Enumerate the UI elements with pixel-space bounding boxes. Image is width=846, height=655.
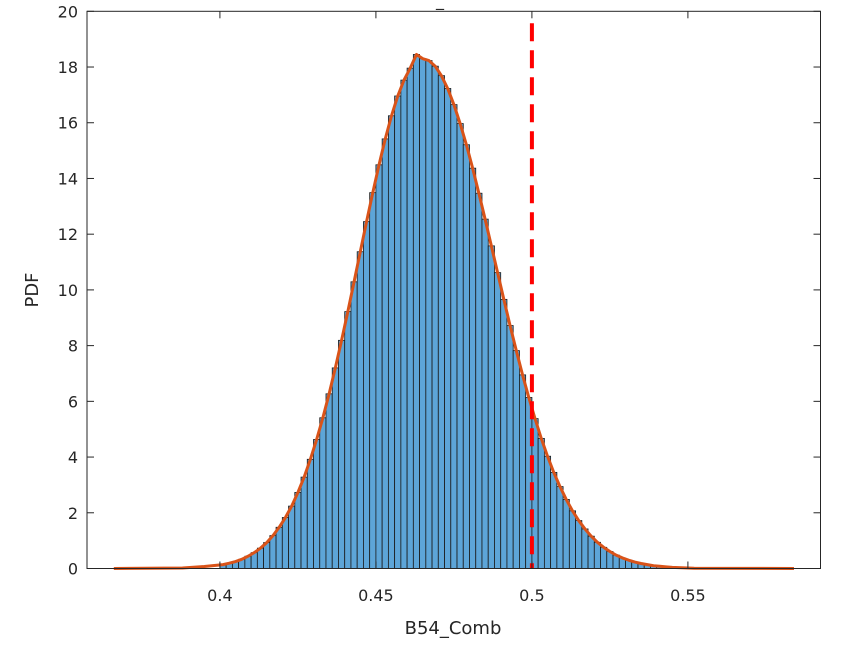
y-tick-label: 6: [68, 392, 78, 411]
histogram-bar: [556, 486, 564, 569]
histogram-bar: [369, 192, 377, 569]
histogram-bar: [300, 476, 308, 569]
histogram-bar: [575, 520, 583, 569]
histogram-bar: [481, 218, 489, 569]
histogram-bar: [462, 144, 470, 569]
x-tick-label: 0.4: [207, 586, 232, 605]
histogram-bar: [275, 526, 283, 569]
histogram-bar: [338, 339, 346, 569]
histogram-bar: [444, 88, 452, 569]
histogram-bar: [487, 245, 495, 569]
y-tick-label: 4: [68, 448, 78, 467]
histogram-bar: [500, 298, 508, 569]
y-axis-label: PDF: [22, 272, 43, 307]
histogram-bar: [387, 115, 396, 569]
histogram-bar: [281, 517, 289, 569]
histogram-bar: [356, 251, 364, 569]
histogram-bar: [375, 164, 383, 569]
histogram-bar: [331, 367, 339, 569]
y-tick-label: 16: [58, 114, 78, 133]
histogram-bar: [506, 325, 514, 569]
chart-title: _: [435, 0, 445, 11]
histogram-bar: [431, 65, 439, 569]
y-tick-label: 2: [68, 504, 78, 523]
histogram-bar: [437, 75, 445, 569]
histogram-bar: [475, 192, 483, 569]
x-tick-label: 0.45: [358, 586, 394, 605]
y-tick-label: 20: [58, 2, 78, 21]
histogram-bar: [587, 535, 595, 569]
histogram-bar: [313, 439, 321, 569]
histogram-bar: [450, 104, 458, 569]
y-axis-ticks: 0 2 4 6 8 10 12 14 16 18 20: [58, 2, 821, 579]
histogram-bar: [537, 437, 545, 569]
histogram-bar: [288, 505, 296, 569]
histogram-bar: [550, 471, 558, 569]
histogram-bar: [325, 393, 333, 569]
histogram-bars: [219, 54, 676, 569]
histogram-bar: [412, 54, 420, 569]
x-tick-label: 0.5: [519, 586, 544, 605]
histogram-bar: [406, 67, 414, 569]
histogram-bar: [562, 499, 570, 569]
histogram-bar: [400, 79, 408, 569]
y-tick-label: 14: [58, 169, 78, 188]
histogram-bar: [363, 221, 371, 569]
histogram-bar: [306, 458, 314, 569]
x-axis-ticks: 0.4 0.45 0.5 0.55: [207, 11, 706, 605]
histogram-bar: [456, 123, 464, 569]
fit-curve-group: [113, 52, 794, 570]
x-tick-label: 0.55: [670, 586, 706, 605]
x-axis-label: B54_Comb: [405, 618, 502, 639]
histogram-bar: [543, 455, 552, 569]
histogram-bar: [394, 95, 402, 569]
histogram-bar: [319, 417, 327, 569]
histogram-bar: [494, 272, 502, 569]
y-tick-label: 0: [68, 560, 78, 579]
histogram-bar: [381, 138, 389, 569]
fit-curve: [113, 52, 794, 570]
histogram-bar: [294, 492, 302, 569]
histogram-bar: [581, 528, 589, 569]
histogram-bar: [469, 167, 477, 569]
histogram-bar: [512, 350, 520, 569]
histogram-bar: [350, 281, 358, 569]
histogram-bar: [269, 535, 277, 569]
histogram-bar: [593, 541, 601, 569]
y-tick-label: 12: [58, 225, 78, 244]
y-tick-label: 18: [58, 58, 78, 77]
y-tick-label: 8: [68, 337, 78, 356]
histogram-bar: [519, 374, 527, 569]
histogram-bar: [344, 311, 352, 569]
histogram-bar: [568, 510, 576, 569]
y-tick-label: 10: [58, 281, 78, 300]
histogram-bar: [425, 60, 433, 569]
histogram-bar: [419, 58, 427, 569]
